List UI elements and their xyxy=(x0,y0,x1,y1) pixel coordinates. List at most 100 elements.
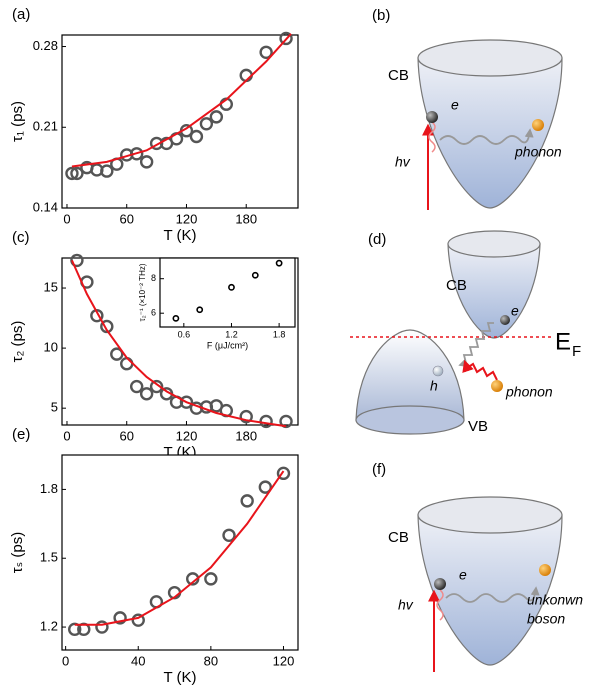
photon-label: hv xyxy=(398,597,414,613)
y-axis-label: τ₁ (ps) xyxy=(9,101,26,142)
relax-wave xyxy=(436,589,444,621)
plot-frame xyxy=(61,454,299,651)
x-tick-label: 1.2 xyxy=(225,329,238,339)
data-point xyxy=(131,613,145,627)
boson-label: boson xyxy=(527,611,565,627)
y-tick-label: 6 xyxy=(151,308,156,318)
boson-wave xyxy=(445,586,540,603)
carrier-label: e xyxy=(459,567,467,583)
boson-ball xyxy=(539,564,551,576)
y-tick-label: 8 xyxy=(151,273,156,283)
data-point xyxy=(189,129,204,144)
cone xyxy=(447,243,541,339)
panel-label: (b) xyxy=(372,7,390,24)
phonon-ball xyxy=(491,380,503,392)
data-point xyxy=(228,283,235,291)
data-point xyxy=(239,409,253,424)
y-axis-label: τ₂ (ps) xyxy=(9,321,26,363)
panel-label: (c) xyxy=(12,229,30,246)
data-point xyxy=(70,166,84,181)
fit-line xyxy=(71,33,292,168)
data-point xyxy=(139,387,154,401)
data-point xyxy=(100,319,114,334)
y-tick-label: 1.5 xyxy=(40,550,58,565)
plot: 0 40 80 120 1.2 1.5 1.8 T (K) τₛ (ps) (e) xyxy=(9,426,299,686)
band-label: CB xyxy=(388,529,409,546)
fermi-sub: F xyxy=(572,343,581,360)
x-tick-label: 180 xyxy=(235,211,257,226)
x-axis-label: T (K) xyxy=(163,669,196,686)
relax-wave xyxy=(428,121,436,153)
panel-label: (d) xyxy=(368,231,386,248)
data-point xyxy=(100,164,114,178)
x-tick-label: 0 xyxy=(63,428,70,443)
data-point xyxy=(129,379,144,394)
data-point xyxy=(259,45,273,59)
y-tick-label: 1.8 xyxy=(40,481,58,496)
data-point xyxy=(279,414,293,429)
electron-label: e xyxy=(511,303,519,319)
carrier-label: e xyxy=(451,97,459,113)
y-tick-label: 0.21 xyxy=(33,119,58,134)
x-tick-label: 120 xyxy=(176,211,198,226)
data-point xyxy=(209,110,224,124)
data-point xyxy=(139,155,154,169)
electron xyxy=(500,315,510,325)
boson-label: phonon xyxy=(514,144,562,160)
x-tick-label: 1.8 xyxy=(273,329,286,339)
data-point xyxy=(258,480,273,494)
cone xyxy=(417,57,563,209)
data-point xyxy=(70,253,84,268)
data-point xyxy=(240,494,254,508)
diagram-f: (f) CB e hv unkonwn boson xyxy=(372,461,583,672)
inset: 0.6 1.2 1.8 6 8 F (μJ/cm²) τ₂⁻¹ (×10⁻² THz) xyxy=(138,257,296,350)
x-axis-label: F (μJ/cm²) xyxy=(207,340,248,350)
x-axis-label: T (K) xyxy=(163,227,196,244)
data-point xyxy=(196,306,204,314)
phonon-ball xyxy=(532,119,544,131)
x-tick-label: 0 xyxy=(63,211,70,226)
y-tick-label: 0.14 xyxy=(33,199,58,214)
y-tick-label: 5 xyxy=(51,400,58,415)
data-point xyxy=(179,395,194,409)
x-tick-label: 80 xyxy=(204,653,218,668)
boson-label: unkonwn xyxy=(527,592,583,608)
data-point xyxy=(222,528,236,542)
data-point xyxy=(149,379,164,394)
y-tick-label: 15 xyxy=(44,279,58,294)
data-point xyxy=(110,347,124,361)
cone-top xyxy=(417,496,563,534)
data-point xyxy=(275,259,283,267)
data-point xyxy=(113,611,127,625)
phonon-wave xyxy=(462,359,498,381)
valence-cone xyxy=(355,329,465,421)
fermi-label: E xyxy=(555,328,571,355)
data-point xyxy=(251,271,259,279)
fit-line xyxy=(74,470,285,626)
plot-frame xyxy=(61,34,299,209)
x-tick-label: 180 xyxy=(235,428,257,443)
electron xyxy=(426,111,438,123)
panel-label: (a) xyxy=(12,6,30,23)
x-tick-label: 0 xyxy=(62,653,69,668)
y-tick-label: 0.28 xyxy=(33,38,58,53)
data-point xyxy=(199,117,214,131)
cone-top xyxy=(417,39,563,77)
y-tick-label: 1.2 xyxy=(40,618,58,633)
y-tick-label: 10 xyxy=(44,340,58,355)
electron xyxy=(434,578,446,590)
data-point xyxy=(95,620,109,634)
data-point xyxy=(279,31,293,46)
band-label: VB xyxy=(468,418,488,435)
x-tick-label: 60 xyxy=(119,428,133,443)
x-tick-label: 120 xyxy=(176,428,198,443)
data-point xyxy=(204,572,218,586)
y-axis-label: τₛ (ps) xyxy=(9,532,26,574)
hole xyxy=(432,365,444,377)
band-label: CB xyxy=(388,67,409,84)
data-point xyxy=(65,166,79,181)
valence-base xyxy=(355,405,465,435)
plot-frame xyxy=(159,257,296,328)
cone-top xyxy=(447,230,541,258)
